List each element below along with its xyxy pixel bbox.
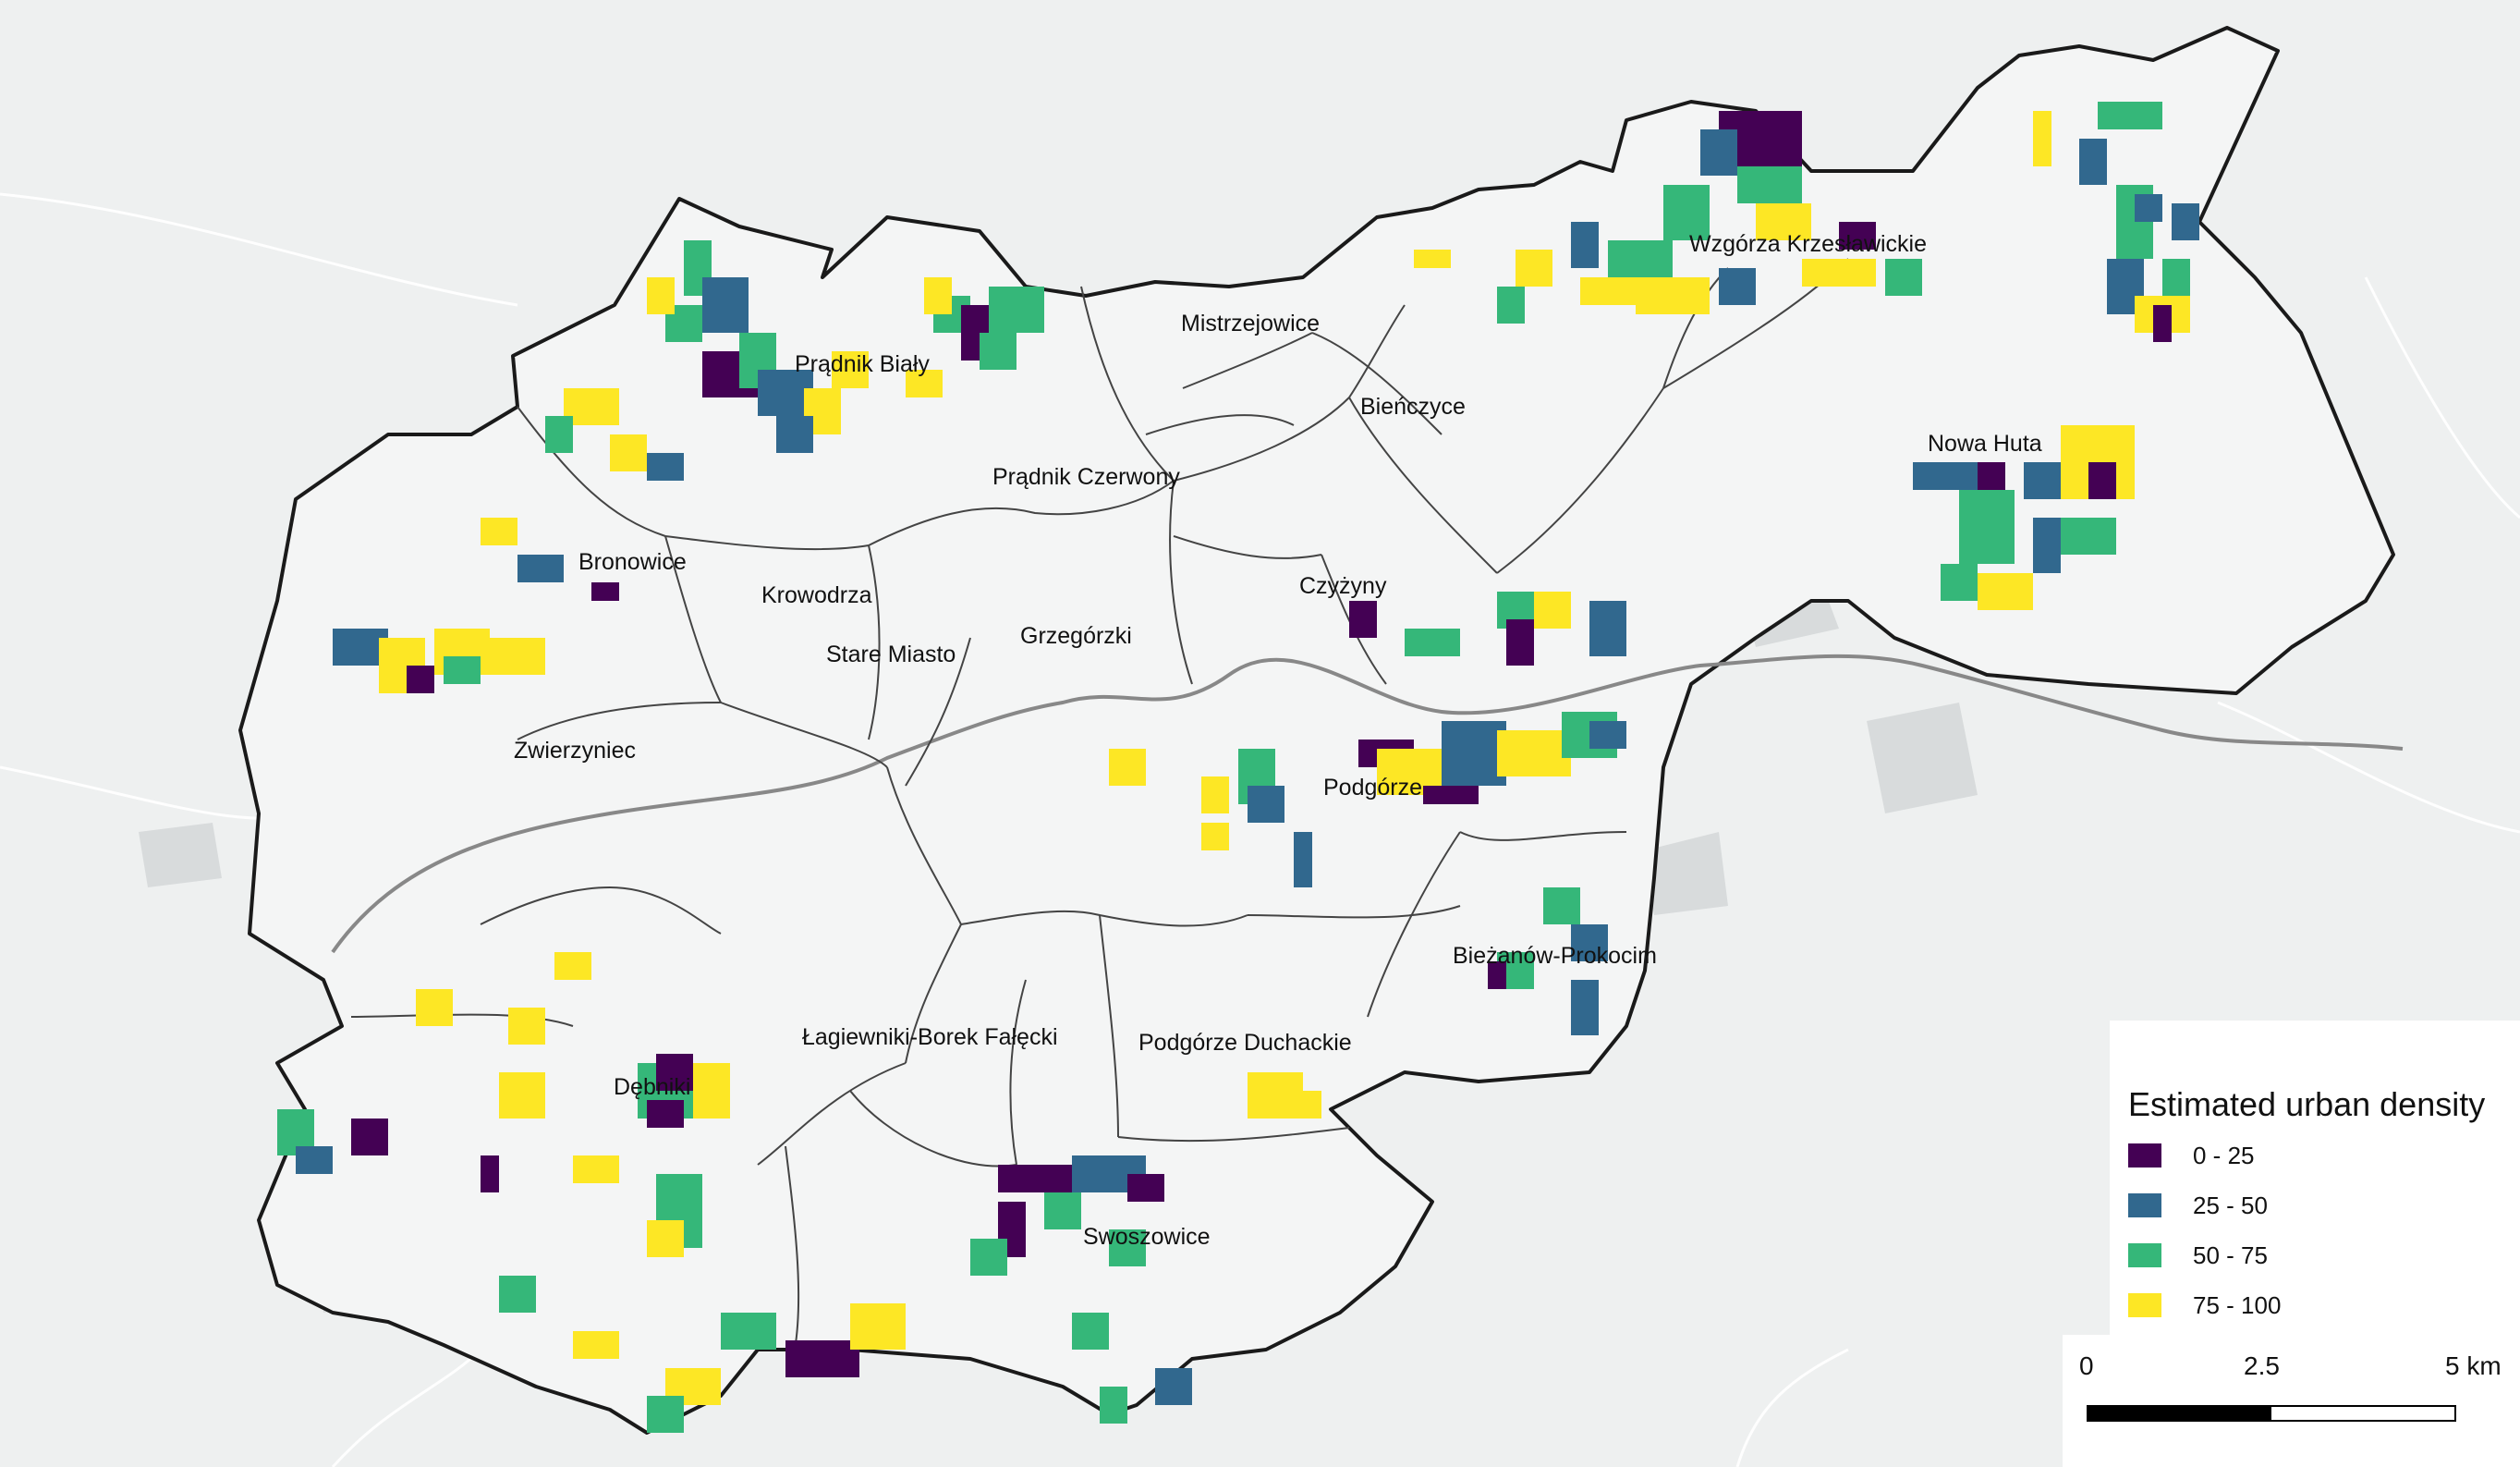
scale-tick-end: 5 km xyxy=(2445,1351,2502,1380)
district-label-czyzyny: Czyżyny xyxy=(1299,573,1387,599)
district-label-biezanow-prokocim: Bieżanów-Prokocim xyxy=(1453,943,1657,969)
district-label-podgorze-duchackie: Podgórze Duchackie xyxy=(1138,1030,1352,1056)
district-label-pradnik-czerwony: Prądnik Czerwony xyxy=(992,464,1180,490)
district-label-krowodrza: Krowodrza xyxy=(761,582,872,608)
scale-bar: 0 2.5 5 km xyxy=(2063,1335,2520,1467)
district-label-zwierzyniec: Zwierzyniec xyxy=(514,738,636,764)
district-label-stare-miasto: Stare Miasto xyxy=(826,642,956,667)
district-label-wzgorza-krzeslawickie: Wzgórza Krzesławickie xyxy=(1689,231,1928,257)
legend-item: 50 - 75 xyxy=(2128,1239,2268,1272)
district-label-swoszowice: Swoszowice xyxy=(1083,1224,1211,1250)
district-label-podgorze: Podgórze xyxy=(1323,775,1423,801)
district-label-nowa-huta: Nowa Huta xyxy=(1928,431,2042,457)
surrounding-roads xyxy=(0,192,2520,1467)
district-label-pradnik-bialy: Prądnik Biały xyxy=(795,351,930,377)
density-polygons xyxy=(277,102,2199,1433)
district-label-lagiewniki-borek-falecki: Łagiewniki-Borek Fałęcki xyxy=(802,1024,1058,1050)
district-label-bienczyce: Bieńczyce xyxy=(1360,394,1466,420)
legend-item: 75 - 100 xyxy=(2128,1289,2281,1322)
scale-bar-graphic xyxy=(2087,1405,2456,1422)
district-label-mistrzejowice: Mistrzejowice xyxy=(1181,311,1321,336)
legend-title: Estimated urban density xyxy=(2128,1085,2486,1123)
district-label-debniki: Dębniki xyxy=(614,1074,691,1100)
legend: Estimated urban density 0 - 25 25 - 50 5… xyxy=(2110,1021,2520,1335)
legend-swatch xyxy=(2128,1293,2161,1317)
district-label-grzegorzki: Grzegórzki xyxy=(1020,623,1132,649)
vistula-river xyxy=(331,654,2404,954)
district-label-bronowice: Bronowice xyxy=(578,549,687,575)
legend-swatch xyxy=(2128,1243,2161,1267)
legend-label: 25 - 50 xyxy=(2193,1191,2268,1219)
legend-item: 0 - 25 xyxy=(2128,1139,2255,1172)
scale-tick-mid: 2.5 xyxy=(2244,1351,2280,1380)
legend-label: 75 - 100 xyxy=(2193,1290,2282,1319)
scale-segment-light xyxy=(2271,1407,2454,1420)
legend-label: 50 - 75 xyxy=(2193,1241,2268,1269)
legend-label: 0 - 25 xyxy=(2193,1141,2255,1169)
legend-swatch xyxy=(2128,1143,2161,1167)
district-borders xyxy=(350,258,1849,1351)
legend-item: 25 - 50 xyxy=(2128,1189,2268,1222)
scale-segment-dark xyxy=(2088,1407,2271,1420)
scale-tick-0: 0 xyxy=(2079,1351,2094,1380)
legend-swatch xyxy=(2128,1193,2161,1217)
